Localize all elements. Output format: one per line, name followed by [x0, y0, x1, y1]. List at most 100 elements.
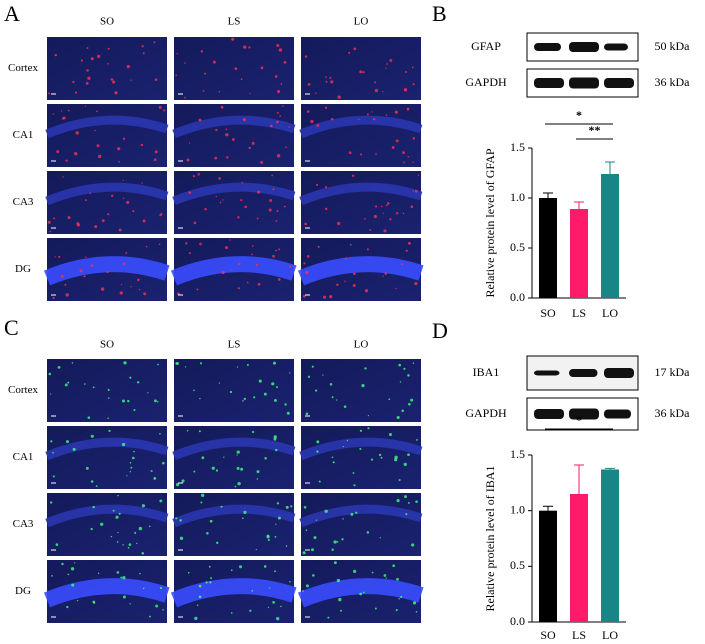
panel-letter: B [432, 1, 447, 26]
cell [310, 119, 314, 124]
cell [229, 390, 233, 394]
cell [84, 105, 87, 107]
blot-band [604, 78, 634, 88]
cell [136, 542, 138, 545]
cell [276, 386, 278, 389]
cell [87, 76, 91, 80]
cell [274, 536, 277, 538]
tissue [301, 493, 421, 556]
cell [394, 458, 398, 462]
cell [163, 109, 166, 112]
micrograph [299, 171, 423, 234]
cell [395, 139, 399, 143]
cell [382, 212, 384, 214]
cell [186, 429, 189, 432]
cell-layer [297, 578, 424, 608]
cell [118, 160, 120, 163]
cell [395, 212, 399, 215]
micrograph [47, 359, 167, 422]
cell [359, 70, 363, 74]
cell [141, 182, 143, 184]
blot-band [569, 42, 599, 52]
cell [316, 124, 320, 127]
cell [47, 220, 51, 224]
cell [322, 295, 327, 299]
cell-layer [43, 256, 170, 286]
cell [52, 296, 55, 300]
cell [344, 280, 346, 282]
cell [229, 239, 231, 241]
error-bar [605, 467, 615, 470]
cell [225, 246, 229, 250]
cell [54, 256, 56, 258]
cell [220, 105, 224, 109]
cell [317, 245, 320, 248]
cell [404, 70, 407, 73]
cell [138, 526, 143, 531]
cell [243, 397, 246, 401]
y-tick-label: 0.5 [510, 558, 525, 572]
column-label: LS [228, 339, 241, 351]
cell [305, 584, 309, 588]
cell [286, 411, 290, 415]
cell [315, 92, 317, 94]
cell [139, 572, 141, 575]
cell [251, 141, 255, 145]
tissue [301, 426, 421, 489]
blot-band [569, 408, 599, 420]
cell [110, 78, 114, 81]
cell [372, 118, 376, 121]
cell [343, 405, 347, 408]
cell [155, 604, 159, 608]
cell [359, 592, 363, 596]
cell [395, 287, 397, 290]
cell [270, 124, 273, 128]
cell [218, 91, 221, 93]
cell [236, 366, 239, 368]
cell [66, 605, 69, 609]
cell [97, 572, 100, 575]
cell [125, 252, 128, 254]
cell [275, 523, 277, 525]
cell-layer [172, 437, 296, 461]
cell [276, 502, 280, 505]
cell [362, 70, 365, 74]
cell [349, 243, 352, 246]
blot-label: GAPDH [465, 75, 507, 89]
cell [412, 83, 415, 86]
bar [601, 469, 619, 622]
cell [62, 176, 64, 178]
cell [361, 383, 365, 388]
cell [96, 144, 100, 148]
cell [129, 376, 132, 379]
cell [196, 604, 199, 606]
cell [306, 254, 310, 258]
cell [283, 205, 286, 208]
cell [176, 362, 179, 365]
micrograph [172, 493, 296, 556]
cell [336, 283, 339, 287]
micrograph [45, 171, 169, 234]
cell [100, 287, 105, 291]
cell [304, 222, 307, 226]
cell [337, 221, 341, 226]
tissue [174, 104, 294, 167]
cell [391, 146, 395, 149]
cell [188, 142, 191, 144]
significance-label: * [576, 108, 582, 122]
cell [408, 402, 411, 406]
cell [120, 576, 123, 579]
cell [332, 461, 335, 464]
micrograph [43, 238, 170, 301]
cell [272, 601, 275, 604]
cell [366, 531, 370, 534]
significance-label: ** [589, 123, 601, 137]
cell [251, 430, 255, 434]
cell [369, 229, 372, 231]
cell [364, 218, 366, 220]
cell [192, 175, 196, 178]
cell [122, 399, 126, 403]
cell [55, 543, 59, 546]
cell [412, 190, 414, 192]
cell [74, 91, 78, 94]
